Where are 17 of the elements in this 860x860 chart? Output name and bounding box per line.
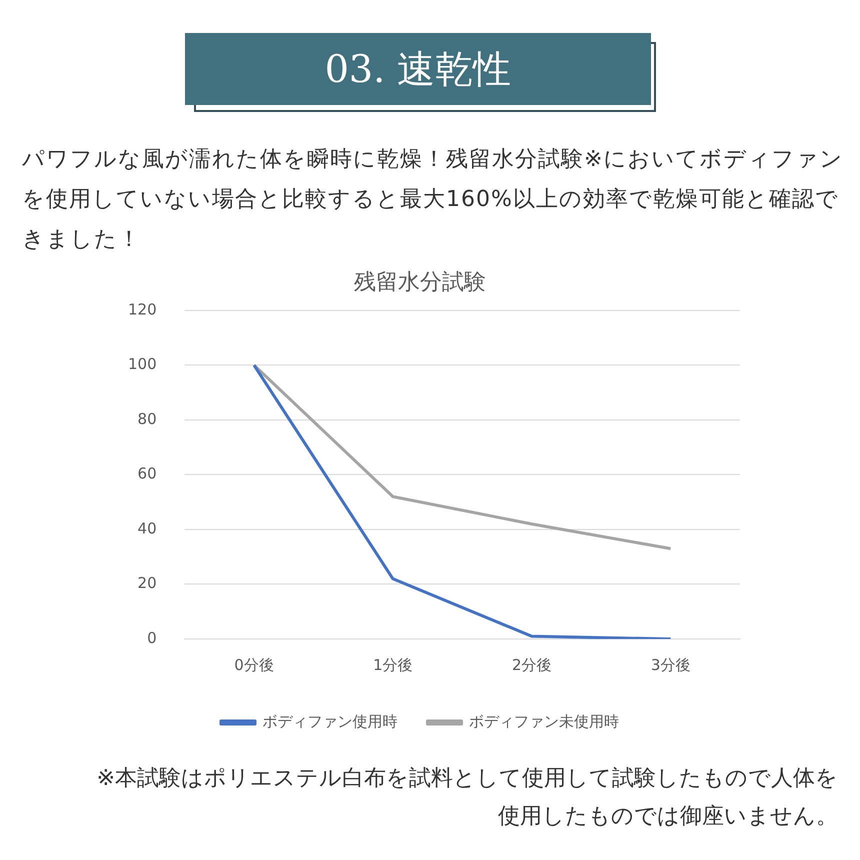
y-tick-label: 120 [128,300,157,318]
legend-label: ボディファン未使用時 [469,712,619,730]
x-tick-label: 3分後 [650,656,690,674]
y-tick-label: 100 [128,355,157,374]
chart-title: 残留水分試験 [354,270,486,295]
y-tick-label: 20 [138,574,157,592]
x-tick-label: 2分後 [512,656,552,674]
text: ※本試験はポリエステル白布を試料として使用して試験したもので人体を使用したものでは御座いません。 [96,765,838,831]
y-tick-label: 60 [138,464,157,483]
legend-label: ボディファン使用時 [262,712,398,730]
y-tick-label: 80 [138,410,157,428]
x-tick-label: 1分後 [373,656,413,674]
x-tick-label: 0分後 [234,656,274,674]
y-tick-label: 0 [147,628,157,647]
text: パワフルな風が濡れた体を瞬時に乾燥！残留水分試験※においてボディファンを使用していない場合と比較すると最大160%以上の効率で乾燥可能と確認できました！ [22,146,844,254]
y-tick-label: 40 [138,519,157,538]
text: 03. 速乾性 [185,33,651,105]
